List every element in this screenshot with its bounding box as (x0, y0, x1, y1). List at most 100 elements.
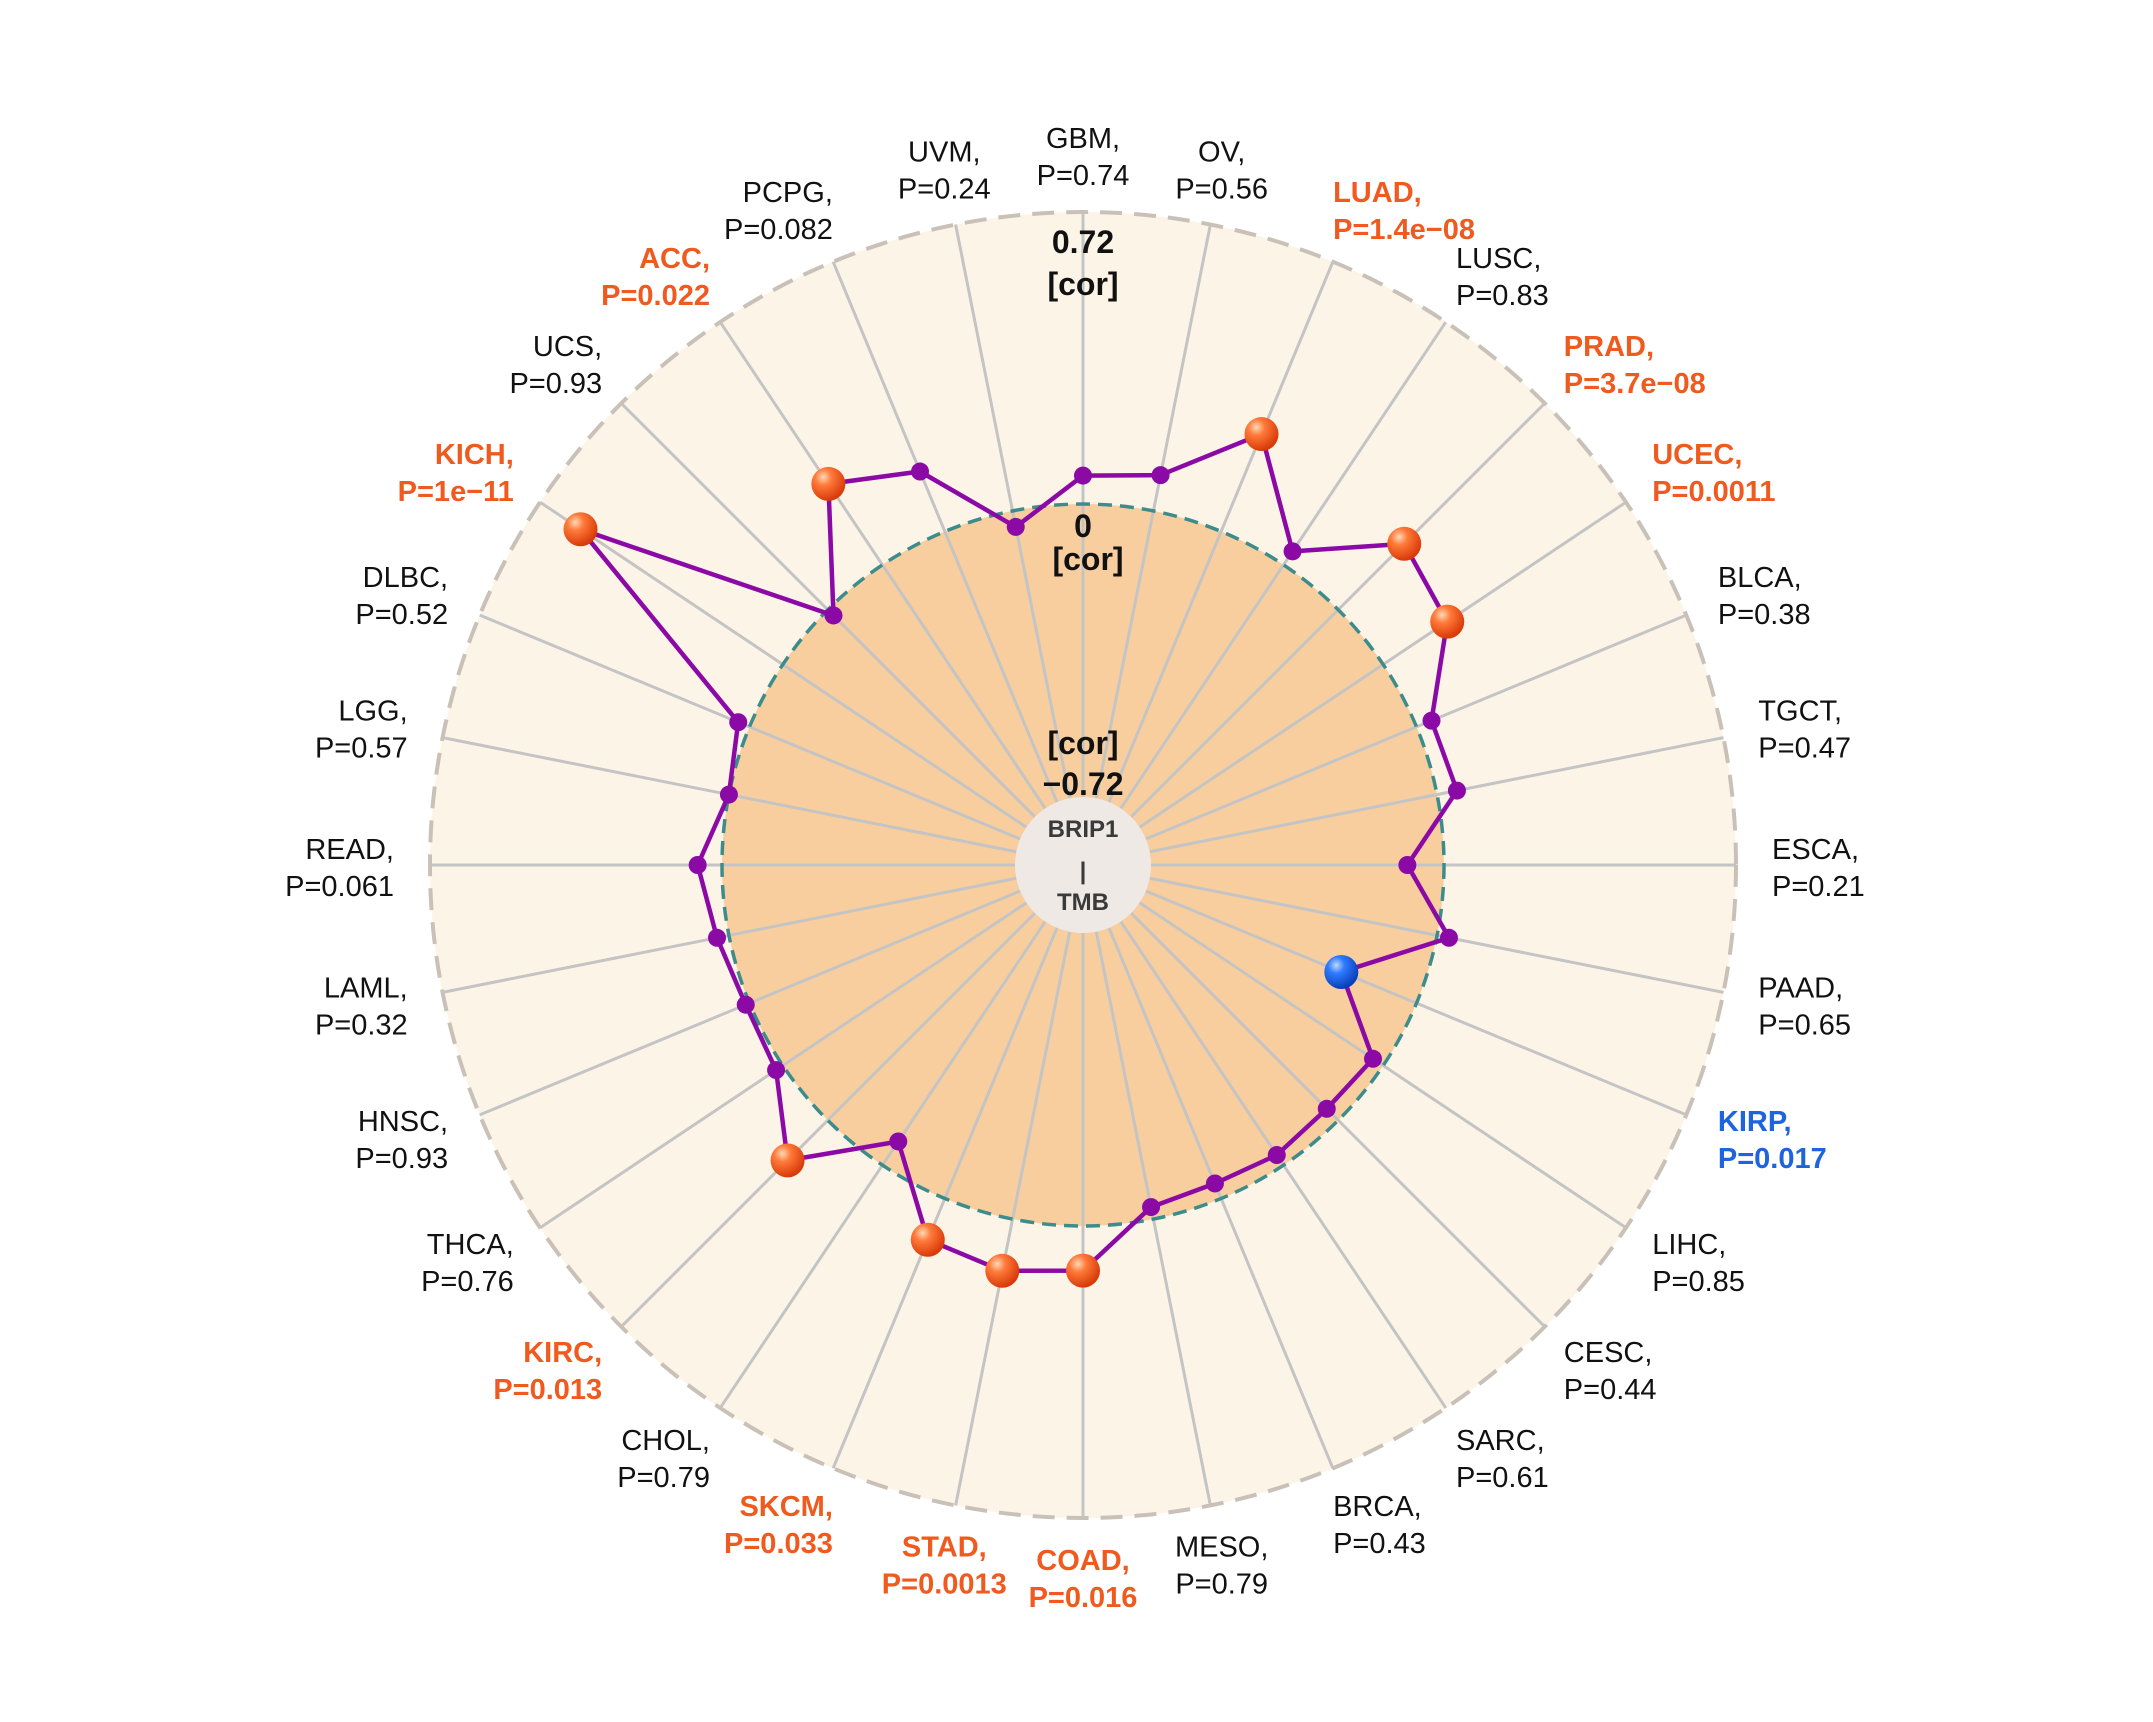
p-value: P=0.24 (898, 174, 991, 206)
category-name: KIRC, (523, 1337, 602, 1369)
p-value: P=0.65 (1758, 1010, 1851, 1042)
category-name: DLBC, (363, 562, 448, 594)
scale-min-unit: [cor] (1047, 725, 1118, 761)
p-value: P=0.0013 (882, 1568, 1007, 1600)
category-name: BRCA, (1333, 1491, 1422, 1523)
data-point (1142, 1198, 1161, 1217)
center-label-separator: | (1080, 858, 1087, 885)
category-label: THCA, P=0.76 (421, 1229, 514, 1298)
category-label: COAD, P=0.016 (1029, 1545, 1138, 1614)
scale-zero-value: 0 (1074, 508, 1092, 544)
spoke (620, 912, 1036, 1328)
significant-positive-point (770, 1143, 805, 1178)
p-value: P=0.017 (1718, 1143, 1827, 1175)
data-point (889, 1132, 908, 1151)
data-point (1006, 517, 1025, 536)
category-name: READ, (305, 834, 394, 866)
category-name: ESCA, (1772, 834, 1859, 866)
p-value: P=0.56 (1175, 174, 1268, 206)
spoke (1130, 912, 1546, 1328)
category-name: COAD, (1036, 1545, 1129, 1577)
p-value: P=0.013 (493, 1374, 602, 1406)
outer-ring (428, 210, 1738, 1520)
p-value: P=0.74 (1037, 160, 1130, 192)
category-label: ESCA, P=0.21 (1772, 834, 1865, 903)
significant-positive-point (563, 512, 598, 547)
category-label: LIHC, P=0.85 (1652, 1229, 1745, 1298)
category-name: GBM, (1046, 123, 1120, 155)
category-label: LUSC, P=0.83 (1456, 243, 1549, 312)
p-value: P=0.21 (1772, 871, 1865, 903)
significant-positive-point (985, 1253, 1020, 1288)
category-label: LUAD, P=1.4e−08 (1333, 177, 1475, 246)
p-value: P=0.43 (1333, 1528, 1426, 1560)
p-value: P=0.0011 (1652, 476, 1775, 508)
data-point (1205, 1174, 1224, 1193)
category-name: LAML, (324, 973, 408, 1005)
data-point (1317, 1099, 1336, 1118)
category-label: CHOL, P=0.79 (617, 1425, 710, 1494)
spoke (954, 931, 1072, 1506)
category-name: UCS, (533, 331, 602, 363)
center-label-top: BRIP1 (1048, 816, 1119, 843)
data-point (719, 785, 738, 804)
p-value: P=1e−11 (398, 476, 514, 508)
category-name: SKCM, (739, 1491, 832, 1523)
p-value: P=0.32 (315, 1010, 408, 1042)
category-label: GBM, P=0.74 (1037, 123, 1130, 192)
data-point (736, 995, 755, 1014)
category-name: LUSC, (1456, 243, 1541, 275)
significant-positive-point (1066, 1253, 1100, 1288)
p-value: P=0.83 (1456, 280, 1549, 312)
category-name: ACC, (639, 243, 710, 275)
category-label: SKCM, P=0.033 (724, 1491, 833, 1560)
category-name: KICH, (435, 439, 514, 471)
significant-positive-point (811, 466, 846, 501)
category-name: THCA, (427, 1229, 514, 1261)
significant-positive-point (1387, 526, 1422, 561)
category-name: TGCT, (1758, 695, 1842, 727)
category-name: UVM, (908, 137, 981, 169)
data-point (1151, 466, 1170, 485)
spoke (831, 261, 1059, 803)
category-label: DLBC, P=0.52 (355, 562, 448, 631)
data-point (1267, 1146, 1286, 1165)
data-point (1364, 1049, 1383, 1068)
significant-positive-point (1430, 604, 1465, 639)
category-name: PRAD, (1564, 331, 1654, 363)
zero-ring (720, 502, 1446, 1228)
p-value: P=0.76 (421, 1266, 514, 1298)
category-name: LIHC, (1652, 1229, 1726, 1261)
data-point (688, 856, 707, 874)
p-value: P=0.082 (724, 214, 833, 246)
p-value: P=0.016 (1029, 1582, 1138, 1614)
scale-min-value: −0.72 (1043, 766, 1124, 802)
spoke (1119, 321, 1448, 810)
spoke (1107, 261, 1335, 803)
category-name: SARC, (1456, 1425, 1545, 1457)
category-label: BRCA, P=0.43 (1333, 1491, 1426, 1560)
category-name: CESC, (1564, 1337, 1653, 1369)
p-value: P=0.38 (1718, 599, 1811, 631)
category-label: CESC, P=0.44 (1564, 1337, 1657, 1406)
category-name: PAAD, (1758, 973, 1843, 1005)
category-label: ACC, P=0.022 (601, 243, 710, 312)
spoke (479, 613, 1021, 841)
scale-max-unit: [cor] (1047, 266, 1118, 302)
p-value: P=0.79 (617, 1462, 710, 1494)
category-label: OV, P=0.56 (1175, 137, 1268, 206)
category-label: STAD, P=0.0013 (882, 1531, 1007, 1600)
category-label: UCEC, P=0.0011 (1652, 439, 1775, 508)
spoke (1138, 901, 1627, 1230)
category-name: BLCA, (1718, 562, 1802, 594)
category-name: CHOL, (621, 1425, 710, 1457)
data-points (563, 417, 1466, 1288)
data-point (767, 1061, 786, 1080)
p-value: P=0.033 (724, 1528, 833, 1560)
category-label: BLCA, P=0.38 (1718, 562, 1811, 631)
p-value: P=0.061 (285, 871, 394, 903)
category-label: MESO, P=0.79 (1175, 1531, 1268, 1600)
p-value: P=0.85 (1652, 1266, 1745, 1298)
